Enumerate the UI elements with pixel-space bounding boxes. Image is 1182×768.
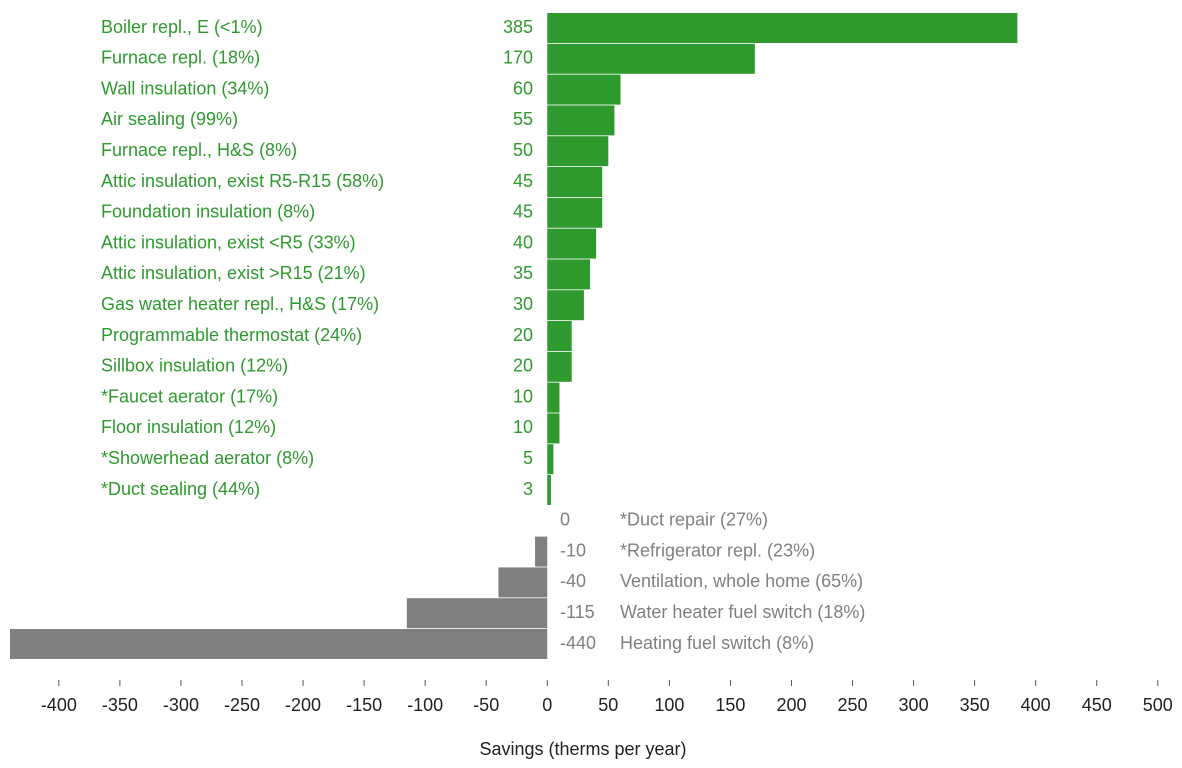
x-tick-label: 0 [542, 695, 552, 715]
x-tick-label: -150 [346, 695, 382, 715]
x-tick-label: 50 [598, 695, 618, 715]
category-label: Gas water heater repl., H&S (17%) [101, 294, 379, 314]
bar [547, 136, 609, 167]
bar [547, 259, 590, 290]
value-label: 35 [513, 263, 533, 283]
x-tick-label: 500 [1143, 695, 1173, 715]
value-label: 45 [513, 202, 533, 222]
value-label: 3 [523, 479, 533, 499]
value-label: 50 [513, 140, 533, 160]
bar [547, 167, 603, 197]
value-label: 170 [503, 48, 533, 68]
bar [547, 13, 1018, 43]
category-label: Ventilation, whole home (65%) [620, 571, 863, 591]
value-label: 45 [513, 171, 533, 191]
category-label: Furnace repl., H&S (8%) [101, 140, 297, 160]
x-tick-label: 100 [654, 695, 684, 715]
bar [547, 74, 621, 105]
category-label: Attic insulation, exist R5-R15 (58%) [101, 171, 384, 191]
value-label: 385 [503, 17, 533, 37]
x-axis-label: Savings (therms per year) [479, 739, 686, 759]
bar [547, 321, 572, 351]
x-tick-label: -200 [285, 695, 321, 715]
value-label: 10 [513, 386, 533, 406]
x-tick-label: -250 [224, 695, 260, 715]
category-label: Attic insulation, exist <R5 (33%) [101, 232, 356, 252]
x-tick-label: 150 [715, 695, 745, 715]
bar [10, 629, 548, 659]
bar [547, 290, 584, 321]
x-tick-label: -350 [102, 695, 138, 715]
category-label: *Faucet aerator (17%) [101, 386, 278, 406]
category-label: Attic insulation, exist >R15 (21%) [101, 263, 366, 283]
bar [547, 444, 554, 475]
x-tick-label: 400 [1021, 695, 1051, 715]
bar [547, 43, 755, 74]
value-label: 60 [513, 78, 533, 98]
value-label: 55 [513, 109, 533, 129]
x-tick-label: -400 [41, 695, 77, 715]
category-label: Wall insulation (34%) [101, 78, 269, 98]
value-label: -40 [560, 571, 586, 591]
x-tick-label: 200 [776, 695, 806, 715]
category-label: *Refrigerator repl. (23%) [620, 540, 815, 560]
category-label: *Duct sealing (44%) [101, 479, 260, 499]
x-tick-label: 250 [838, 695, 868, 715]
bar [547, 351, 572, 382]
value-label: 0 [560, 510, 570, 530]
category-label: Sillbox insulation (12%) [101, 356, 288, 376]
value-label: -10 [560, 540, 586, 560]
bar [547, 382, 560, 413]
category-label: Boiler repl., E (<1%) [101, 17, 263, 37]
category-label: *Duct repair (27%) [620, 510, 768, 530]
x-tick-label: 450 [1082, 695, 1112, 715]
category-label: Foundation insulation (8%) [101, 202, 315, 222]
value-label: -440 [560, 633, 596, 653]
category-label: Programmable thermostat (24%) [101, 325, 362, 345]
bar [547, 197, 603, 228]
x-tick-label: 300 [899, 695, 929, 715]
bar [547, 228, 597, 259]
x-tick-label: 350 [960, 695, 990, 715]
bar [535, 536, 548, 567]
bar [547, 413, 560, 444]
value-label: -115 [560, 602, 595, 622]
value-label: 20 [513, 325, 533, 345]
category-label: *Showerhead aerator (8%) [101, 448, 314, 468]
bar [547, 475, 551, 505]
bar [547, 105, 615, 136]
category-label: Floor insulation (12%) [101, 417, 276, 437]
category-label: Furnace repl. (18%) [101, 48, 260, 68]
bar [406, 598, 548, 629]
value-label: 5 [523, 448, 533, 468]
category-label: Air sealing (99%) [101, 109, 238, 129]
bar [498, 567, 548, 598]
category-label: Heating fuel switch (8%) [620, 633, 814, 653]
value-label: 10 [513, 417, 533, 437]
value-label: 20 [513, 356, 533, 376]
x-tick-label: -100 [407, 695, 443, 715]
category-label: Water heater fuel switch (18%) [620, 602, 865, 622]
x-tick-label: -300 [163, 695, 199, 715]
value-label: 30 [513, 294, 533, 314]
x-tick-label: -50 [473, 695, 499, 715]
value-label: 40 [513, 232, 533, 252]
